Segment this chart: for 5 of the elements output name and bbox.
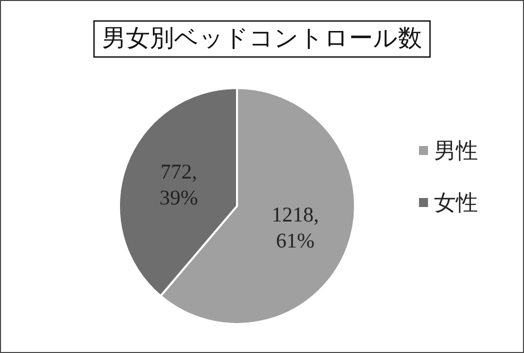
legend-label: 女性 <box>434 190 478 215</box>
legend-label: 男性 <box>434 138 478 163</box>
chart-title: 男女別ベッドコントロール数 <box>102 26 422 52</box>
data-label: 772, 39% <box>160 160 198 210</box>
data-label: 1218, 61% <box>272 202 319 252</box>
